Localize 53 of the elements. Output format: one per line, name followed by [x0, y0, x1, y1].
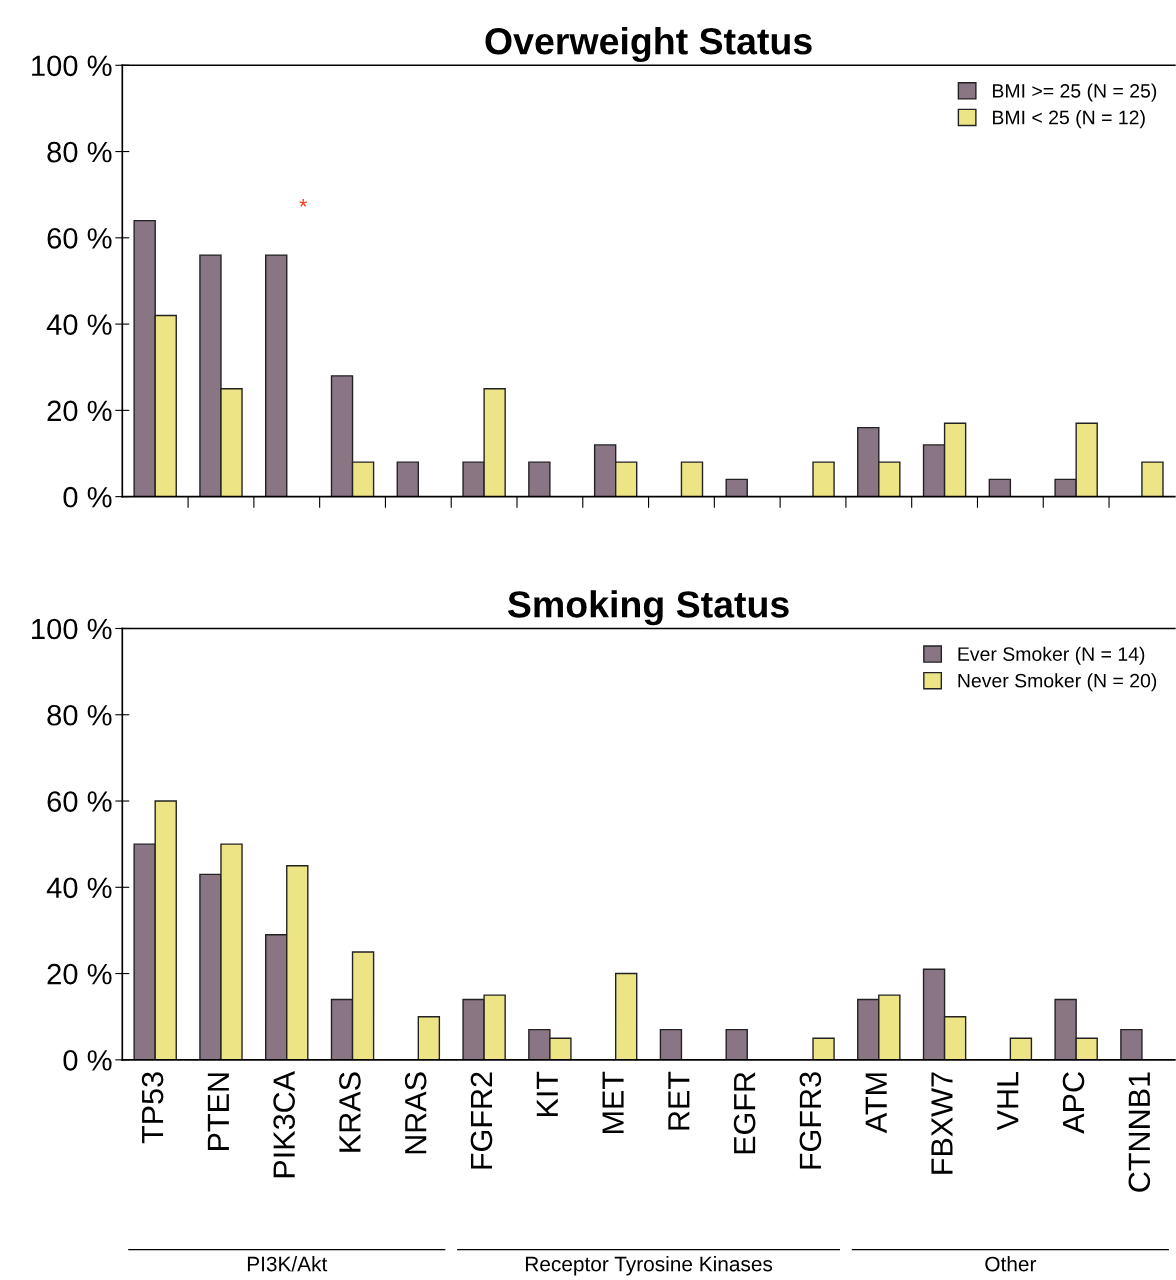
x-tick-label: KRAS [339, 1072, 361, 1152]
x-tick-label: RET [668, 1071, 690, 1130]
x-tick-label: TP53 [141, 1072, 164, 1144]
y-tick-label: 60 % [47, 791, 112, 812]
legend-label: Never Smoker (N = 20) [958, 673, 1157, 692]
y-tick-label: 100 % [32, 55, 112, 77]
bar [680, 461, 704, 497]
bar [1120, 1028, 1143, 1060]
bar [528, 461, 551, 497]
y-tick-label: 100 % [32, 618, 112, 640]
x-tick-label: FGFR2 [470, 1072, 493, 1169]
x-tick-label: PTEN [207, 1073, 229, 1150]
text: Other [985, 1256, 1037, 1272]
bar [417, 1016, 441, 1060]
y-tick-label: 60 % [47, 228, 112, 249]
chart-title: Smoking Status [507, 590, 789, 626]
bar [659, 1028, 683, 1060]
bar [265, 254, 288, 497]
x-tick-label: PIK3CA [273, 1071, 295, 1178]
bar [1141, 461, 1164, 497]
y-tick-label: 20 % [47, 400, 112, 422]
y-tick-label: 20 % [47, 963, 112, 985]
x-tick-label: VHL [997, 1071, 1019, 1131]
y-tick-label: 0 % [63, 486, 112, 508]
y-tick-label: 80 % [47, 141, 112, 163]
bar [614, 972, 638, 1060]
annotation: * [299, 199, 308, 207]
x-tick-label: ATM [865, 1073, 887, 1134]
bar [988, 478, 1012, 497]
x-tick-label: MET [602, 1071, 624, 1133]
y-tick-label: 80 % [47, 704, 112, 726]
legend-label: BMI < 25 (N = 12) [993, 110, 1145, 129]
x-tick-label: FGFR3 [799, 1072, 822, 1169]
legend-label: BMI >= 25 (N = 25) [993, 83, 1157, 102]
legend-label: Ever Smoker (N = 14) [958, 646, 1145, 665]
x-tick-label: NRAS [404, 1072, 427, 1154]
bar [1009, 1037, 1033, 1060]
x-tick-label: APC [1062, 1072, 1085, 1134]
x-tick-label: KIT [536, 1071, 558, 1116]
y-tick-label: 40 % [46, 314, 112, 335]
x-tick-label: CTNNB1 [1128, 1072, 1151, 1192]
bar [812, 461, 835, 497]
y-tick-label: 0 % [63, 1050, 112, 1071]
bar [396, 461, 420, 497]
bar [812, 1037, 835, 1060]
bar [725, 1028, 748, 1060]
text: Receptor Tyrosine Kinases [525, 1256, 773, 1276]
x-tick-label: EGFR [733, 1072, 756, 1154]
x-tick-label: FBXW7 [931, 1072, 953, 1174]
bar [725, 478, 748, 497]
text: PI3K/Akt [247, 1256, 328, 1272]
y-tick-label: 40 % [46, 877, 112, 899]
chart-title: Overweight Status [485, 26, 812, 63]
